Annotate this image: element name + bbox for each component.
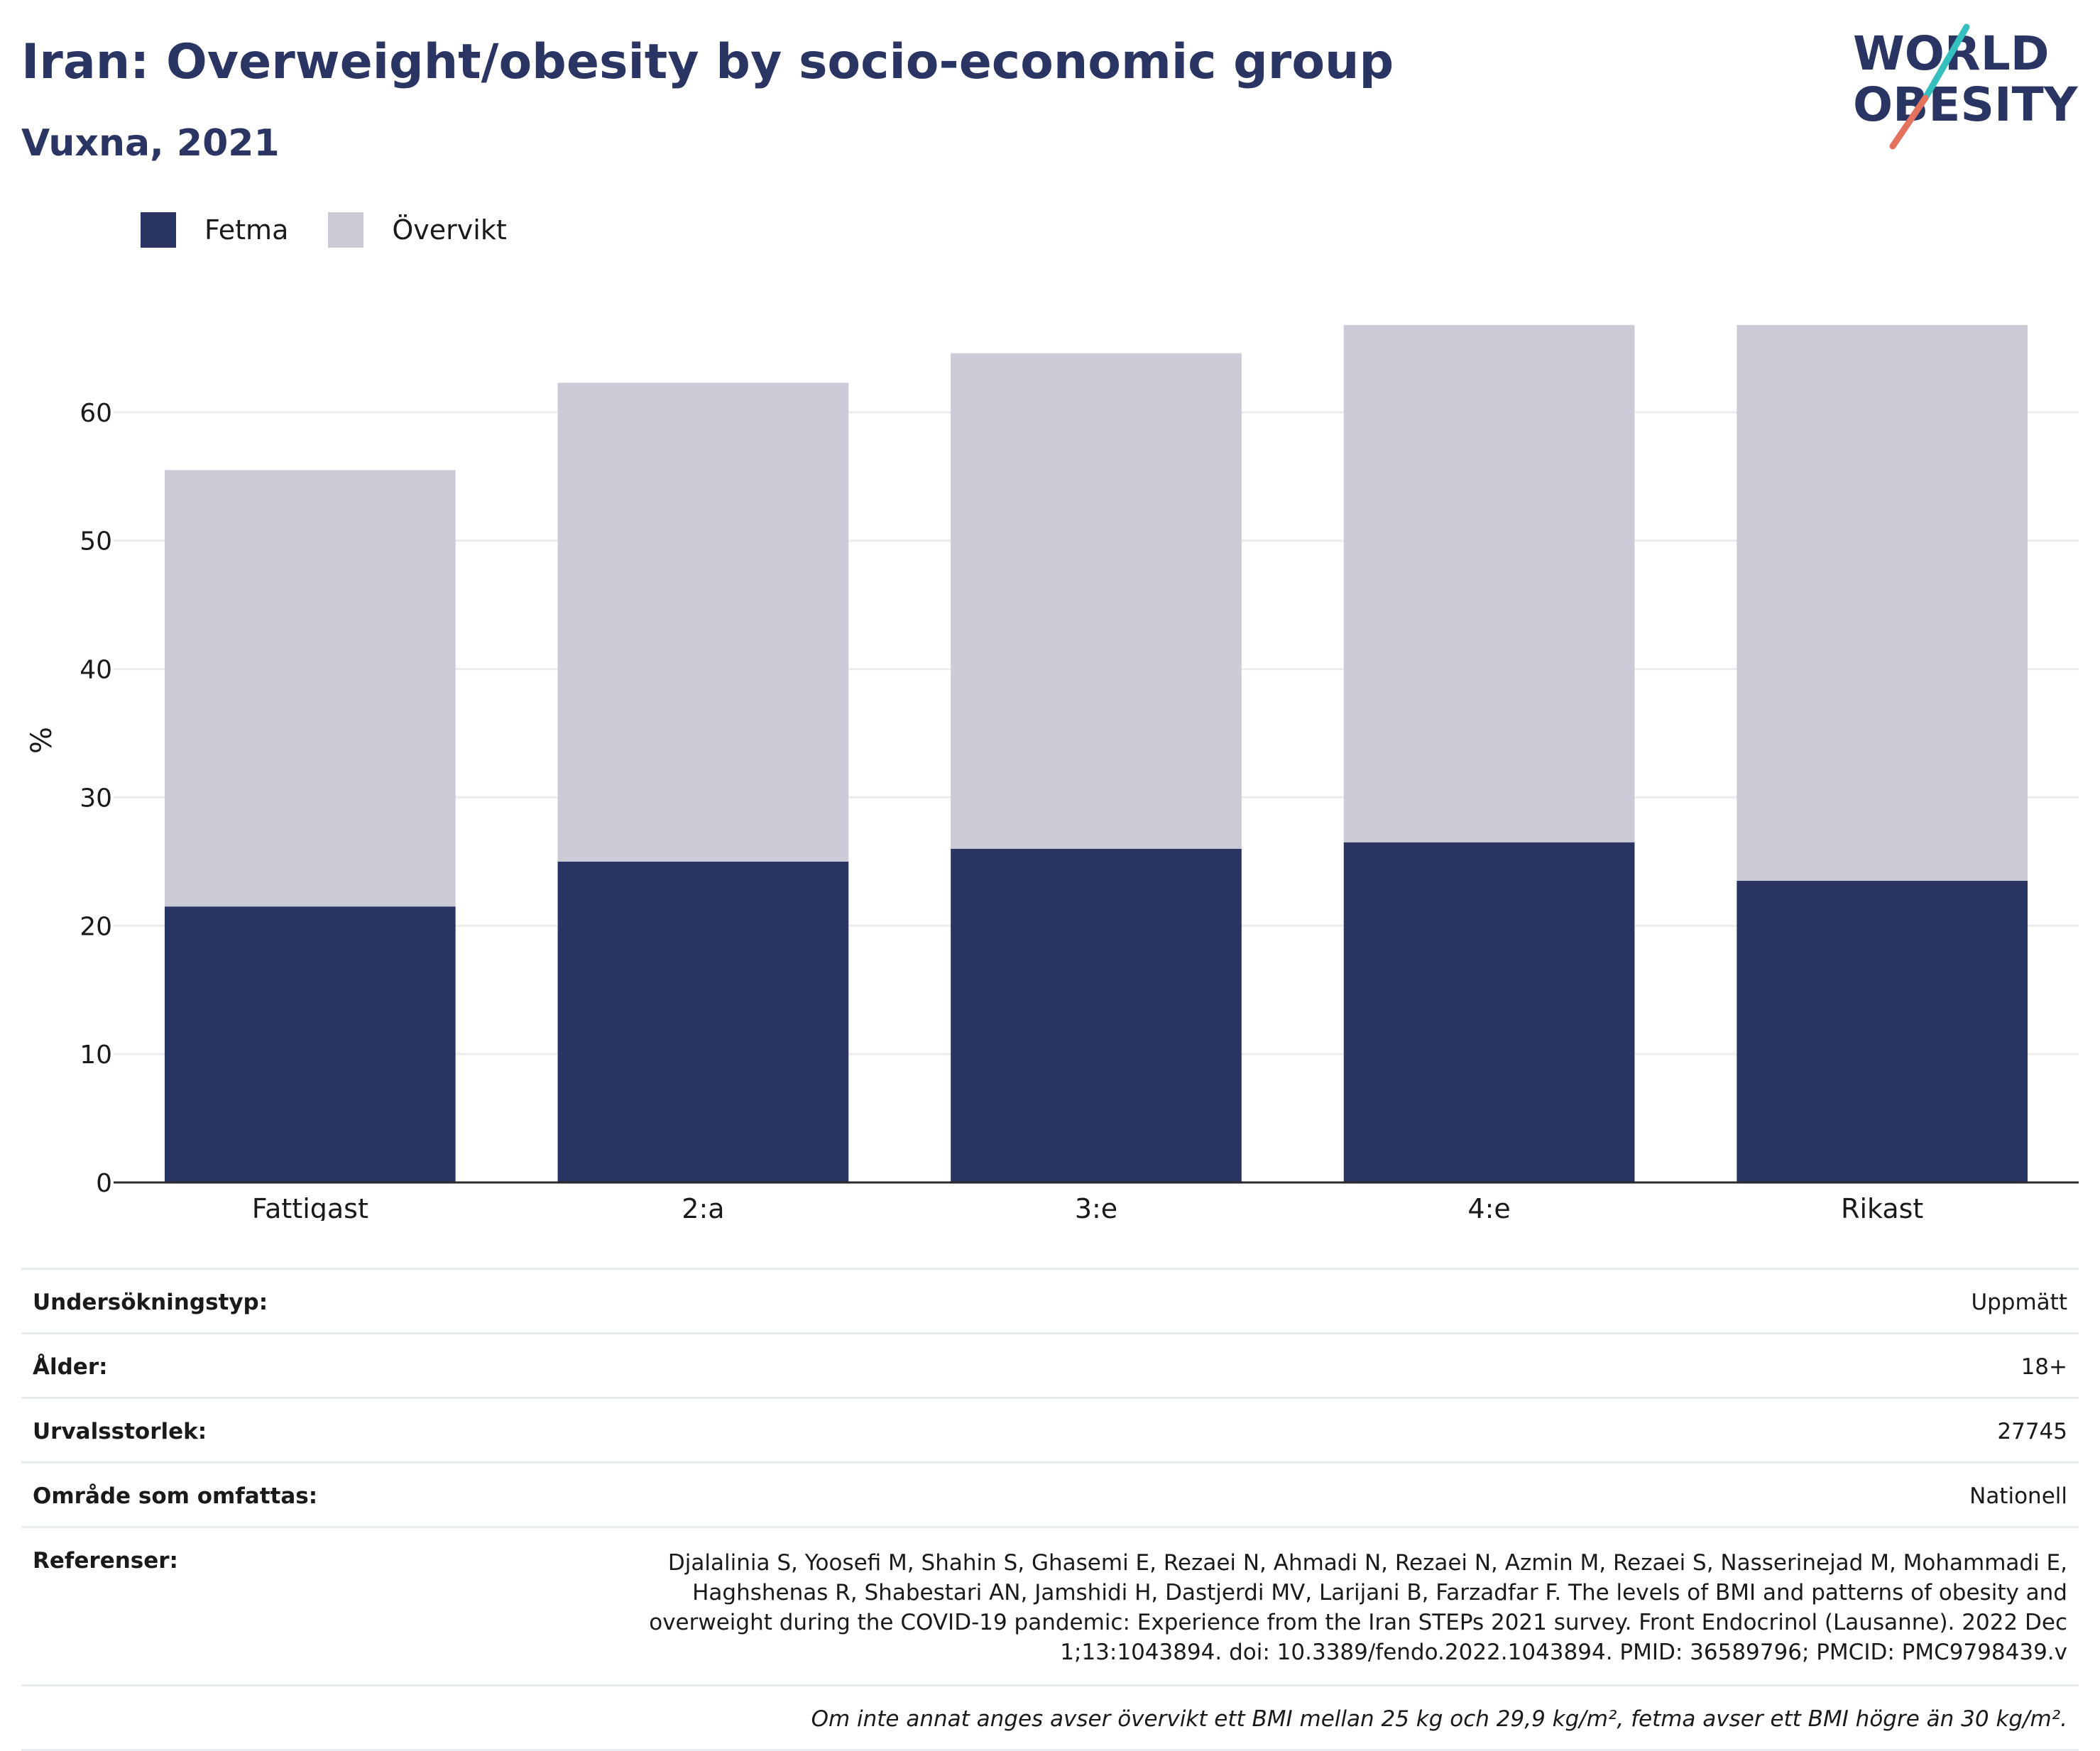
x-tick-label: 3:e [1075, 1193, 1117, 1221]
info-label: Område som omfattas: [33, 1483, 318, 1509]
survey-info-table: Undersökningstyp: Uppmätt Ålder: 18+ Urv… [21, 1268, 2079, 1751]
legend-item-overweight: Övervikt [328, 212, 507, 248]
legend-label-overweight: Övervikt [392, 214, 507, 246]
info-label: Ålder: [33, 1354, 108, 1380]
info-row-footnote: Om inte annat anges avser övervikt ett B… [21, 1684, 2079, 1751]
bar-overweight [951, 353, 1242, 849]
y-tick-label: 10 [80, 1041, 112, 1070]
legend-swatch-obesity [141, 212, 176, 248]
x-tick-label: Fattigast [252, 1193, 368, 1221]
bar-obesity [557, 861, 849, 1182]
x-tick-label: 2:a [682, 1193, 724, 1221]
x-tick-label: Rikast [1841, 1193, 1923, 1221]
bar-overweight [1343, 324, 1635, 842]
info-row-coverage: Område som omfattas: Nationell [21, 1461, 2079, 1526]
bar-obesity [951, 848, 1242, 1182]
bar-overweight [1737, 324, 2028, 881]
y-tick-label: 60 [80, 399, 112, 428]
y-axis-label: % [26, 727, 58, 754]
info-row-references: Referenser: Djalalinia S, Yoosefi M, Sha… [21, 1526, 2079, 1684]
y-tick-label: 0 [96, 1169, 112, 1198]
world-obesity-logo: WORLD OBESITY [1846, 21, 2087, 156]
info-label: Referenser: [33, 1548, 178, 1574]
y-tick-label: 40 [80, 656, 112, 685]
bar-obesity [1737, 880, 2028, 1182]
info-value-references: Djalalinia S, Yoosefi M, Shahin S, Ghase… [649, 1550, 2067, 1665]
bar-overweight [164, 470, 456, 907]
legend-label-obesity: Fetma [204, 214, 289, 246]
y-tick-label: 20 [80, 912, 112, 941]
info-label: Undersökningstyp: [33, 1290, 268, 1315]
x-tick-label: 4:e [1467, 1193, 1510, 1221]
info-label: Urvalsstorlek: [33, 1419, 207, 1444]
bar-obesity [164, 906, 456, 1182]
chart-title: Iran: Overweight/obesity by socio-econom… [21, 34, 1394, 90]
info-value: Uppmätt [1971, 1290, 2067, 1315]
chart-legend: Fetma Övervikt [141, 212, 547, 248]
info-value: 18+ [2020, 1354, 2067, 1380]
info-value: Nationell [1969, 1483, 2067, 1509]
footnote: Om inte annat anges avser övervikt ett B… [811, 1706, 2067, 1732]
chart-subtitle: Vuxna, 2021 [21, 122, 280, 165]
info-row-survey-type: Undersökningstyp: Uppmätt [21, 1268, 2079, 1332]
y-tick-label: 50 [80, 527, 112, 556]
info-row-age: Ålder: 18+ [21, 1332, 2079, 1397]
chart-svg: 0 10 20 30 40 50 60% Fattigast 2:a 3:e 4:e Rikast [26, 324, 2079, 1221]
info-value: 27745 [1997, 1419, 2067, 1444]
bar-obesity [1343, 842, 1635, 1182]
legend-item-obesity: Fetma [141, 212, 288, 248]
y-tick-label: 30 [80, 784, 112, 813]
svg-text:OBESITY: OBESITY [1853, 77, 2079, 132]
legend-swatch-overweight [328, 212, 364, 248]
info-row-sample-size: Urvalsstorlek: 27745 [21, 1397, 2079, 1461]
bar-overweight [557, 383, 849, 862]
stacked-bar-chart: 0 10 20 30 40 50 60% Fattigast 2:a 3:e 4:e Rikast [0, 270, 2100, 1221]
